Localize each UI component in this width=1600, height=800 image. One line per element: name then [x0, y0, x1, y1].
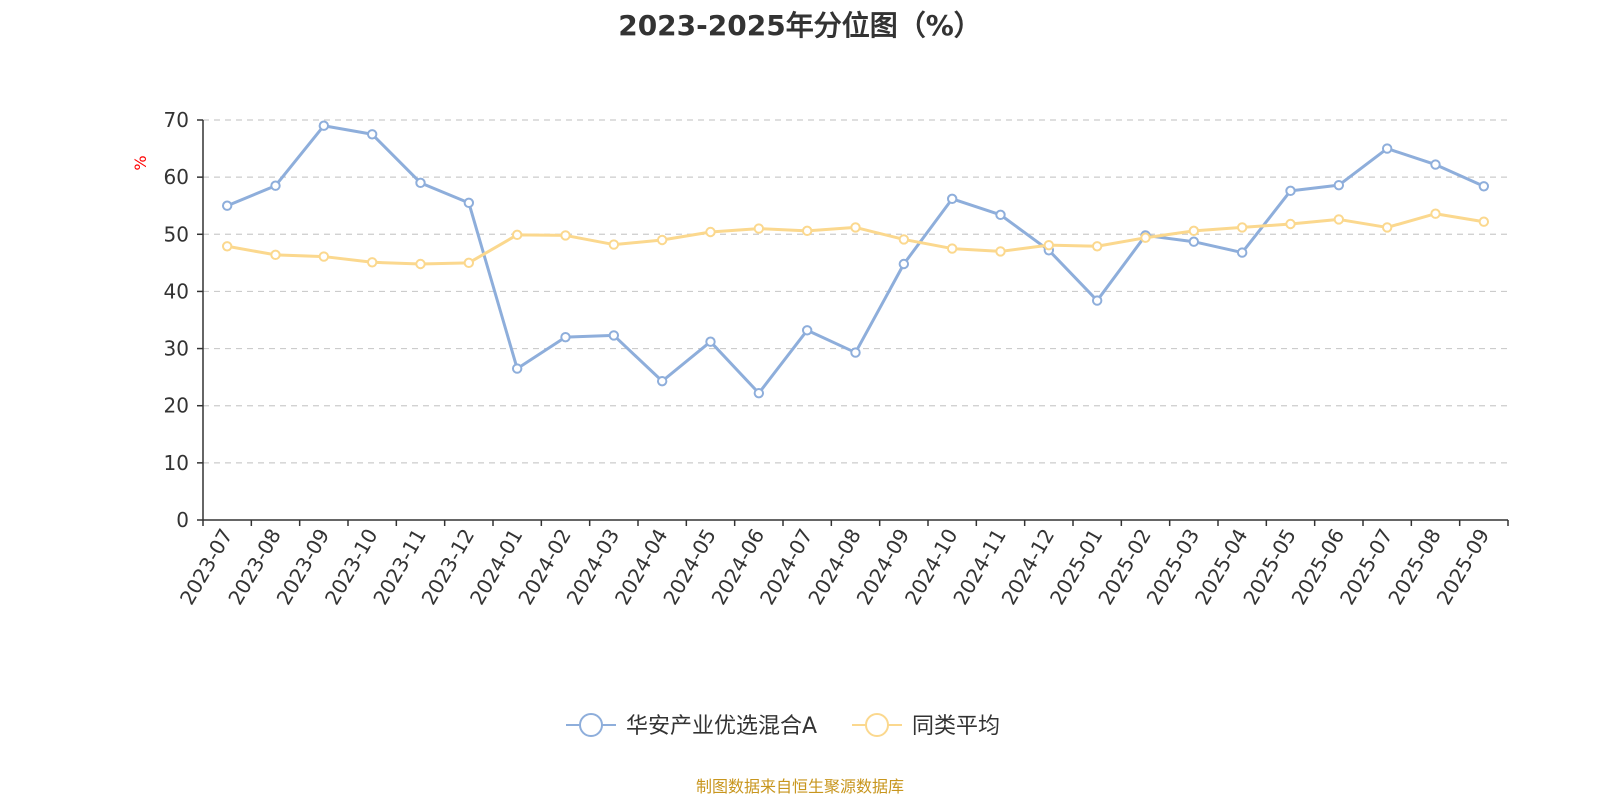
data-point[interactable] — [1430, 208, 1441, 219]
legend-circle-icon — [579, 713, 603, 737]
grid-layer — [203, 119, 1508, 464]
legend-label: 华安产业优选混合A — [626, 714, 817, 739]
chart-title: 2023-2025年分位图（%） — [618, 9, 982, 42]
data-point[interactable] — [1140, 232, 1151, 243]
data-point[interactable] — [463, 257, 475, 269]
y-tick-label: 50 — [164, 222, 189, 246]
data-point[interactable] — [801, 225, 813, 237]
y-tick-label: 70 — [164, 108, 189, 132]
y-tick-label: 20 — [164, 394, 189, 418]
data-point[interactable] — [946, 193, 958, 205]
data-point[interactable] — [511, 363, 523, 374]
data-point[interactable] — [705, 226, 716, 238]
data-point[interactable] — [560, 230, 571, 241]
data-point[interactable] — [1478, 181, 1490, 192]
y-tick-label: 10 — [164, 451, 189, 475]
data-point[interactable] — [1091, 295, 1103, 306]
data-point[interactable] — [221, 200, 233, 211]
data-point[interactable] — [1333, 179, 1345, 191]
source-note: 制图数据来自恒生聚源数据库 — [696, 777, 904, 796]
data-point[interactable] — [1478, 216, 1490, 227]
legend-circle-icon — [865, 713, 889, 737]
data-point[interactable] — [656, 234, 668, 246]
data-point[interactable] — [1236, 222, 1248, 233]
series-line — [225, 212, 1486, 266]
y-unit-label: % — [131, 155, 150, 170]
data-point[interactable] — [995, 209, 1006, 221]
legend-item-2[interactable]: 同类平均 — [852, 713, 1000, 739]
data-point[interactable] — [318, 251, 330, 262]
data-point[interactable] — [1285, 185, 1296, 197]
data-point[interactable] — [753, 223, 765, 234]
data-point[interactable] — [608, 330, 620, 341]
data-point[interactable] — [705, 336, 716, 347]
data-point[interactable] — [1043, 239, 1055, 251]
data-point[interactable] — [898, 234, 910, 245]
data-point[interactable] — [221, 241, 233, 252]
legend[interactable]: 华安产业优选混合A 同类平均 — [566, 713, 1000, 739]
series-2 — [221, 208, 1490, 270]
legend-label: 同类平均 — [912, 714, 1000, 739]
data-point[interactable] — [898, 258, 910, 270]
data-point[interactable] — [1285, 218, 1296, 230]
data-point[interactable] — [995, 246, 1006, 257]
data-point[interactable] — [946, 243, 958, 254]
y-tick-label: 30 — [164, 337, 189, 361]
y-tick-label: 40 — [164, 279, 189, 303]
data-point[interactable] — [270, 180, 281, 191]
data-point[interactable] — [1188, 225, 1200, 237]
data-point[interactable] — [270, 249, 281, 261]
y-tick-label: 60 — [164, 165, 189, 189]
data-point[interactable] — [463, 197, 475, 209]
data-point[interactable] — [608, 239, 620, 250]
data-point[interactable] — [1188, 236, 1200, 247]
series-1 — [221, 120, 1490, 399]
legend-item-1[interactable]: 华安产业优选混合A — [566, 713, 817, 739]
data-point[interactable] — [1091, 241, 1103, 252]
data-point[interactable] — [850, 222, 861, 233]
data-point[interactable] — [1333, 214, 1345, 225]
data-point[interactable] — [801, 325, 813, 336]
data-point[interactable] — [1381, 143, 1393, 154]
data-point[interactable] — [366, 257, 378, 268]
axis-layer: 0102030405060702023-072023-082023-092023… — [164, 108, 1509, 609]
data-point[interactable] — [656, 375, 668, 387]
data-point[interactable] — [753, 387, 765, 399]
data-point[interactable] — [1430, 159, 1441, 170]
data-point[interactable] — [850, 347, 861, 358]
series-layer — [221, 120, 1490, 399]
data-point[interactable] — [366, 129, 378, 140]
y-tick-label: 0 — [176, 508, 189, 532]
data-point[interactable] — [560, 331, 571, 343]
data-point[interactable] — [1381, 222, 1393, 233]
data-point[interactable] — [318, 120, 330, 131]
data-point[interactable] — [511, 229, 523, 241]
data-point[interactable] — [415, 177, 426, 189]
data-point[interactable] — [1236, 247, 1248, 258]
data-point[interactable] — [415, 258, 426, 270]
